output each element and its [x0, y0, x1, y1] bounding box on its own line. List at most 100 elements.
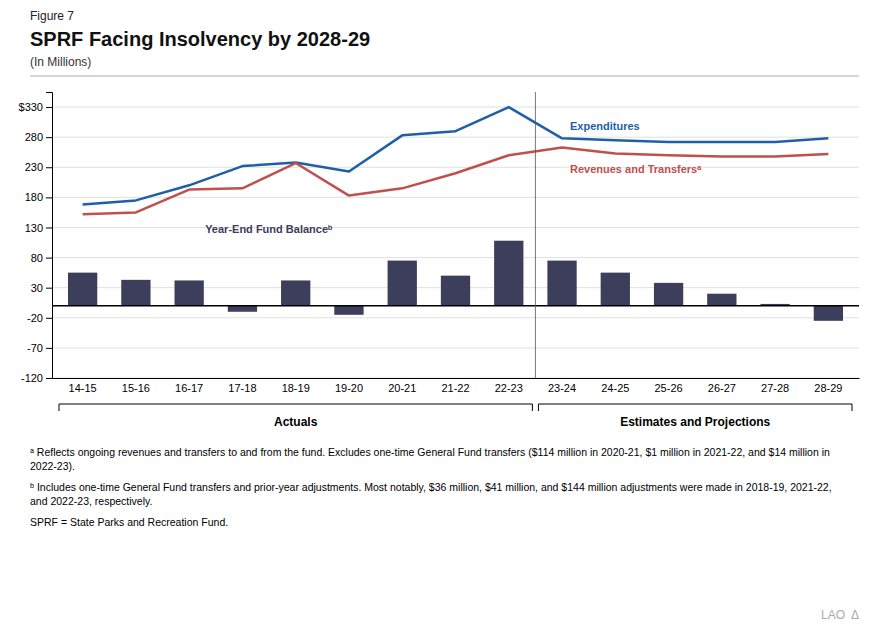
x-tick-label: 23-24: [548, 382, 576, 394]
x-tick-label: 19-20: [335, 382, 363, 394]
y-tick-label: -70: [27, 342, 43, 354]
y-tick-label: 180: [25, 191, 43, 203]
x-tick-label: 17-18: [228, 382, 256, 394]
y-tick-label: 130: [25, 221, 43, 233]
y-tick-label: 280: [25, 131, 43, 143]
series-label: Revenues and Transfersᵃ: [570, 163, 702, 175]
bar: [654, 283, 683, 306]
footnote-line: ᵃ Reflects ongoing revenues and transfer…: [30, 446, 830, 458]
y-tick: -120: [21, 372, 52, 384]
figure-label: Figure 7: [30, 9, 74, 23]
bar: [601, 273, 630, 306]
x-tick: 23-24: [548, 378, 576, 394]
bar: [388, 261, 417, 306]
y-tick-mark: [46, 197, 52, 198]
series-label: Year-End Fund Balanceᵇ: [205, 223, 333, 235]
bar-series: [68, 241, 843, 321]
x-tick-label: 14-15: [69, 382, 97, 394]
bar: [175, 280, 204, 305]
x-tick-label: 16-17: [175, 382, 203, 394]
bar: [68, 273, 97, 306]
x-axis-line: [53, 378, 860, 379]
x-tick: 16-17: [175, 378, 203, 394]
chart-svg: Figure 7 SPRF Facing Insolvency by 2028-2…: [0, 0, 884, 633]
x-tick-label: 18-19: [282, 382, 310, 394]
y-tick: 230: [25, 161, 52, 173]
period-label: Estimates and Projections: [620, 415, 770, 429]
grid-line: [52, 137, 859, 138]
period-label: Actuals: [274, 415, 318, 429]
y-tick: 30: [31, 282, 52, 294]
plot-area: [68, 107, 843, 321]
x-tick-label: 22-23: [495, 382, 523, 394]
bar: [121, 280, 150, 306]
period-bracket: [59, 404, 532, 411]
x-tick: 20-21: [388, 378, 416, 394]
footnote: ᵃ Reflects ongoing revenues and transfer…: [30, 446, 830, 472]
y-tick-mark: [46, 288, 52, 289]
series-label: Expenditures: [570, 120, 640, 132]
grid-line: [52, 257, 859, 258]
zero-line: [52, 305, 859, 307]
header-separator: [30, 76, 859, 77]
subtitle: (In Millions): [30, 55, 91, 69]
x-tick-label: 28-29: [814, 382, 842, 394]
x-tick: 18-19: [282, 378, 310, 394]
footnote-line: 2022-23).: [30, 460, 75, 472]
y-tick-mark: [46, 137, 52, 138]
x-tick: 15-16: [122, 378, 150, 394]
bar: [547, 261, 576, 306]
bar: [707, 294, 736, 306]
y-tick-mark: [46, 318, 52, 319]
y-tick-label: -120: [21, 372, 43, 384]
y-tick-label: -20: [27, 312, 43, 324]
x-tick: 28-29: [814, 378, 842, 394]
bar: [228, 306, 257, 312]
credit: LAO Δ: [821, 608, 859, 622]
x-tick: 24-25: [601, 378, 629, 394]
x-tick-label: 15-16: [122, 382, 150, 394]
x-tick: 27-28: [761, 378, 789, 394]
y-tick: 180: [25, 191, 52, 203]
bar: [494, 241, 523, 306]
x-tick: 19-20: [335, 378, 363, 394]
y-tick-label: 230: [25, 161, 43, 173]
footnote-line: SPRF = State Parks and Recreation Fund.: [30, 516, 228, 528]
y-tick: 280: [25, 131, 52, 143]
x-tick: 17-18: [228, 378, 256, 394]
y-tick-mark: [46, 378, 52, 379]
x-tick: 22-23: [495, 378, 523, 394]
grid-line: [52, 107, 859, 108]
y-tick: 130: [25, 221, 52, 233]
x-axis: 14-15 15-16 16-17 17-18 18-19 19-20 20-21 21-22…: [53, 378, 860, 394]
y-tick-mark: [46, 348, 52, 349]
y-tick-label: 80: [31, 252, 43, 264]
y-tick-label: $330: [19, 101, 43, 113]
x-tick: 21-22: [441, 378, 469, 394]
y-tick-mark: [46, 107, 52, 108]
y-tick-mark: [46, 258, 52, 259]
bar: [441, 276, 470, 306]
x-tick-label: 21-22: [441, 382, 469, 394]
footnote: SPRF = State Parks and Recreation Fund.: [30, 516, 228, 528]
x-tick-label: 27-28: [761, 382, 789, 394]
period-divider: [535, 92, 536, 378]
footnote: ᵇ Includes one-time General Fund transfe…: [30, 481, 832, 507]
title: SPRF Facing Insolvency by 2028-29: [30, 28, 370, 50]
y-tick-label: 30: [31, 282, 43, 294]
y-axis-line: [46, 93, 53, 379]
bar: [281, 280, 310, 305]
x-tick-label: 25-26: [654, 382, 682, 394]
x-tick-label: 20-21: [388, 382, 416, 394]
y-tick: $330: [19, 101, 52, 113]
footnote-line: and 2022-23, respectively.: [30, 495, 152, 507]
y-tick-mark: [46, 227, 52, 228]
y-tick: -20: [27, 312, 52, 324]
x-tick: 26-27: [708, 378, 736, 394]
y-tick-mark: [46, 167, 52, 168]
x-tick: 25-26: [654, 378, 682, 394]
grid: [52, 107, 859, 378]
line: [83, 147, 829, 214]
y-tick: 80: [31, 252, 52, 264]
period-bracket: [538, 404, 852, 411]
